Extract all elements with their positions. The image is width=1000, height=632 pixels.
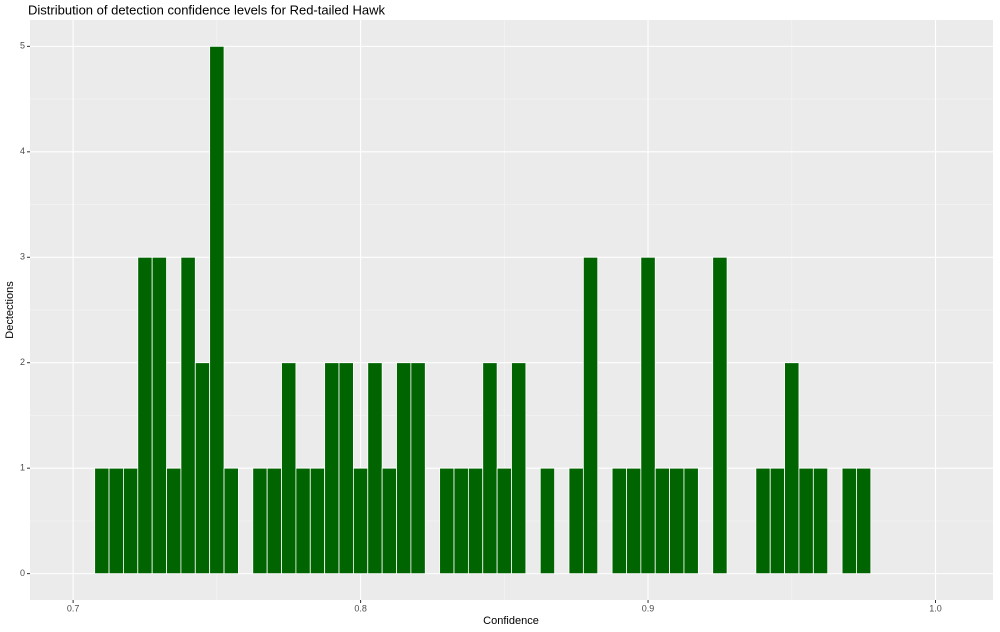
bar: [223, 467, 239, 575]
bar: [151, 256, 167, 575]
y-tick-label: 3: [20, 252, 25, 262]
bar: [640, 256, 656, 575]
x-axis-label: Confidence: [483, 615, 539, 627]
bar: [769, 467, 785, 575]
bar: [669, 467, 685, 575]
bar: [166, 467, 182, 575]
bar: [352, 467, 369, 575]
bar: [324, 362, 340, 575]
bar: [367, 362, 383, 575]
bar: [784, 362, 800, 575]
bar: [654, 467, 671, 575]
bar: [467, 467, 484, 575]
x-tick-label: 1.0: [929, 603, 942, 613]
bar: [252, 467, 268, 575]
y-tick-label: 5: [20, 41, 25, 51]
bar: [611, 467, 627, 575]
y-tick-label: 0: [20, 568, 25, 578]
x-tick-label: 0.7: [67, 603, 80, 613]
bar: [482, 362, 498, 575]
bar: [281, 362, 297, 575]
bar: [712, 256, 728, 575]
bar: [568, 467, 584, 575]
bar: [410, 362, 426, 575]
bar: [266, 467, 282, 575]
bar: [209, 45, 225, 575]
bar: [194, 362, 211, 575]
y-tick-label: 4: [20, 146, 25, 156]
bar: [683, 467, 699, 575]
bar: [496, 467, 512, 575]
bar: [798, 467, 814, 575]
y-axis-label: Dectections: [4, 281, 16, 339]
bar: [94, 467, 110, 575]
bar: [381, 467, 397, 575]
bar: [396, 362, 412, 575]
bar: [539, 467, 556, 575]
bar: [511, 362, 527, 575]
bar: [626, 467, 642, 575]
bar: [137, 256, 153, 575]
bar: [295, 467, 311, 575]
x-tick-label: 0.8: [354, 603, 367, 613]
bar: [582, 256, 599, 575]
bar: [180, 256, 196, 575]
bar: [439, 467, 455, 575]
y-tick-label: 2: [20, 357, 25, 367]
bar: [856, 467, 872, 575]
bar: [108, 467, 124, 575]
bar: [309, 467, 326, 575]
bar: [338, 362, 354, 575]
chart-title: Distribution of detection confidence lev…: [28, 2, 385, 17]
bar: [812, 467, 829, 575]
bar: [841, 467, 857, 575]
bar: [123, 467, 139, 575]
y-tick-label: 1: [20, 463, 25, 473]
bar: [755, 467, 771, 575]
x-tick-label: 0.9: [642, 603, 655, 613]
bar: [453, 467, 469, 575]
